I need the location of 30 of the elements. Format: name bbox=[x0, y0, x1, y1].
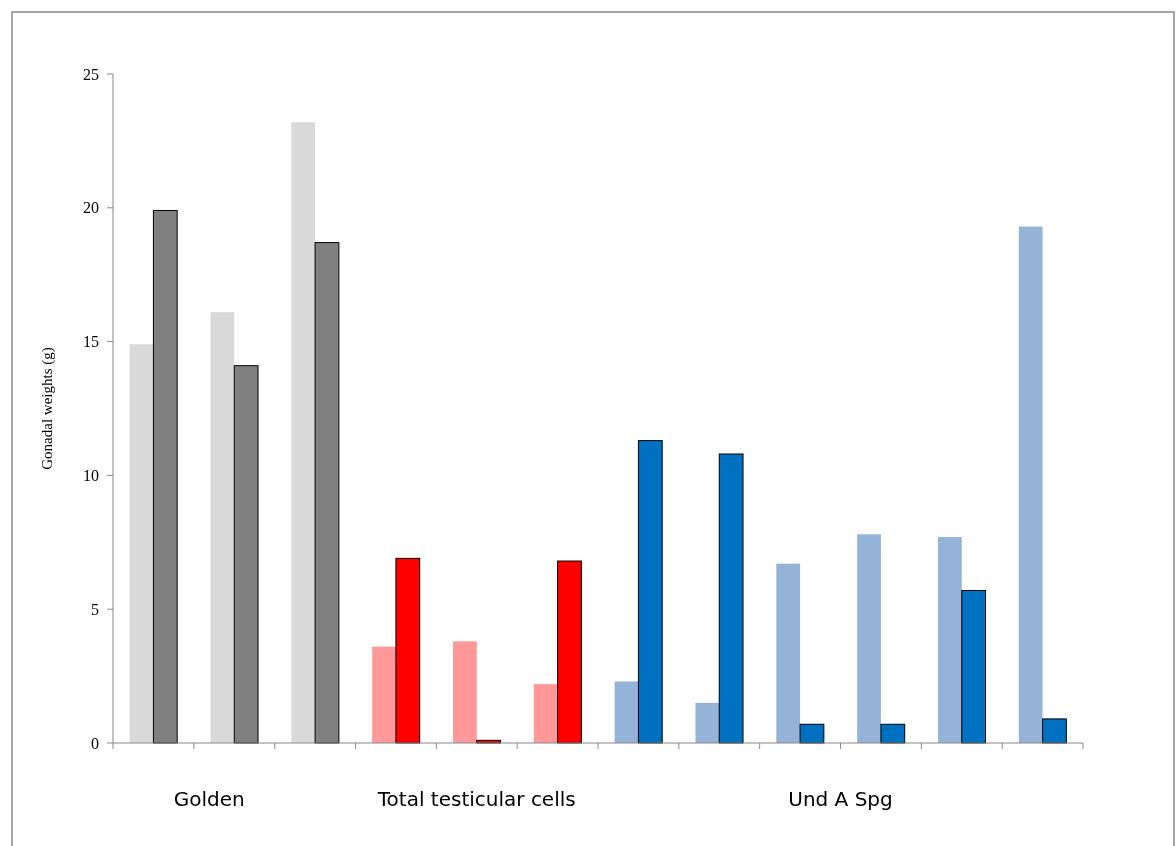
y-tick-label: 5 bbox=[91, 600, 99, 618]
bar bbox=[695, 702, 720, 743]
y-tick-label: 10 bbox=[83, 467, 99, 484]
y-tick-label: 0 bbox=[91, 734, 99, 752]
bar bbox=[533, 684, 558, 743]
bar bbox=[880, 723, 906, 744]
bar bbox=[372, 646, 396, 743]
bar bbox=[776, 563, 801, 743]
y-tick-label: 25 bbox=[83, 65, 99, 83]
bar bbox=[210, 312, 235, 743]
bar bbox=[452, 641, 477, 743]
bar bbox=[937, 536, 962, 743]
bar bbox=[1018, 226, 1043, 743]
bar bbox=[857, 534, 881, 743]
bar bbox=[799, 723, 825, 744]
bar bbox=[614, 681, 639, 743]
bar bbox=[1042, 718, 1067, 744]
bar bbox=[291, 122, 316, 743]
text: Golden bbox=[173, 787, 245, 811]
bar bbox=[557, 560, 582, 744]
bar bbox=[395, 557, 421, 744]
text: Total testicular cells bbox=[376, 787, 576, 811]
bar bbox=[637, 440, 663, 744]
text: Und A Spg bbox=[788, 787, 893, 811]
y-tick-label: 20 bbox=[83, 199, 99, 217]
y-axis-title: Gonadal weights (g) bbox=[39, 347, 56, 470]
bar bbox=[718, 453, 744, 744]
bar bbox=[961, 589, 987, 744]
bar bbox=[129, 344, 154, 743]
y-tick-label: 15 bbox=[83, 333, 99, 351]
